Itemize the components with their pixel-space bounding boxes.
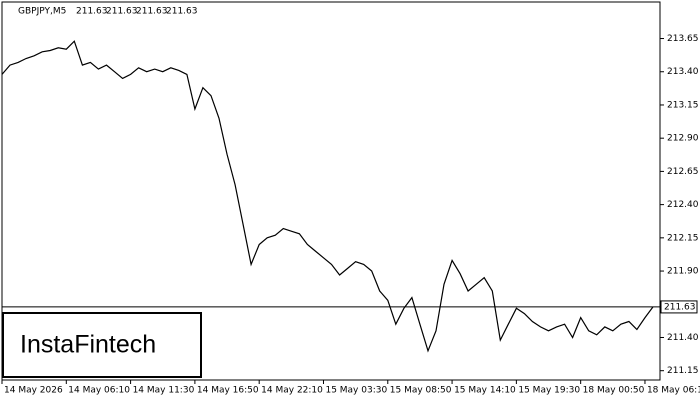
current-price-label: 211.63 [664,302,696,312]
x-tick-label: 14 May 2026 [4,386,63,396]
x-tick-label: 14 May 06:10 [68,386,130,396]
price-line [1,40,654,353]
x-tick-label: 15 May 19:30 [518,386,580,396]
y-tick-label: 211.40 [667,333,699,343]
x-tick-label: 15 May 08:50 [390,386,452,396]
x-tick-label: 15 May 14:10 [454,386,516,396]
y-tick-label: 213.40 [667,67,699,77]
x-tick-label: 14 May 16:50 [197,386,259,396]
y-tick-label: 211.90 [667,267,699,277]
x-tick-label: 18 May 06:10 [647,386,700,396]
x-tick-label: 15 May 03:30 [325,386,387,396]
y-tick-label: 211.15 [667,366,699,376]
y-tick-label: 212.90 [667,134,699,144]
ohlc-low: 211.63 [136,7,168,17]
x-tick-label: 18 May 00:50 [583,386,645,396]
ohlc-high: 211.63 [106,7,138,17]
x-tick-label: 14 May 22:10 [261,386,323,396]
y-tick-label: 212.15 [667,233,699,243]
watermark: InstaFintech [20,331,156,359]
y-tick-label: 213.15 [667,100,699,110]
ohlc-close: 211.63 [166,7,198,17]
plot-frame [1,1,661,381]
current-price-box [660,300,698,314]
ohlc-open: 211.63 [76,7,108,17]
logo-box [2,312,202,378]
y-tick-label: 212.40 [667,200,699,210]
y-tick-label: 213.65 [667,34,699,44]
y-tick-label: 212.65 [667,167,699,177]
x-tick-label: 14 May 11:30 [133,386,195,396]
chart-title: GBPJPY,M5 [18,7,66,17]
